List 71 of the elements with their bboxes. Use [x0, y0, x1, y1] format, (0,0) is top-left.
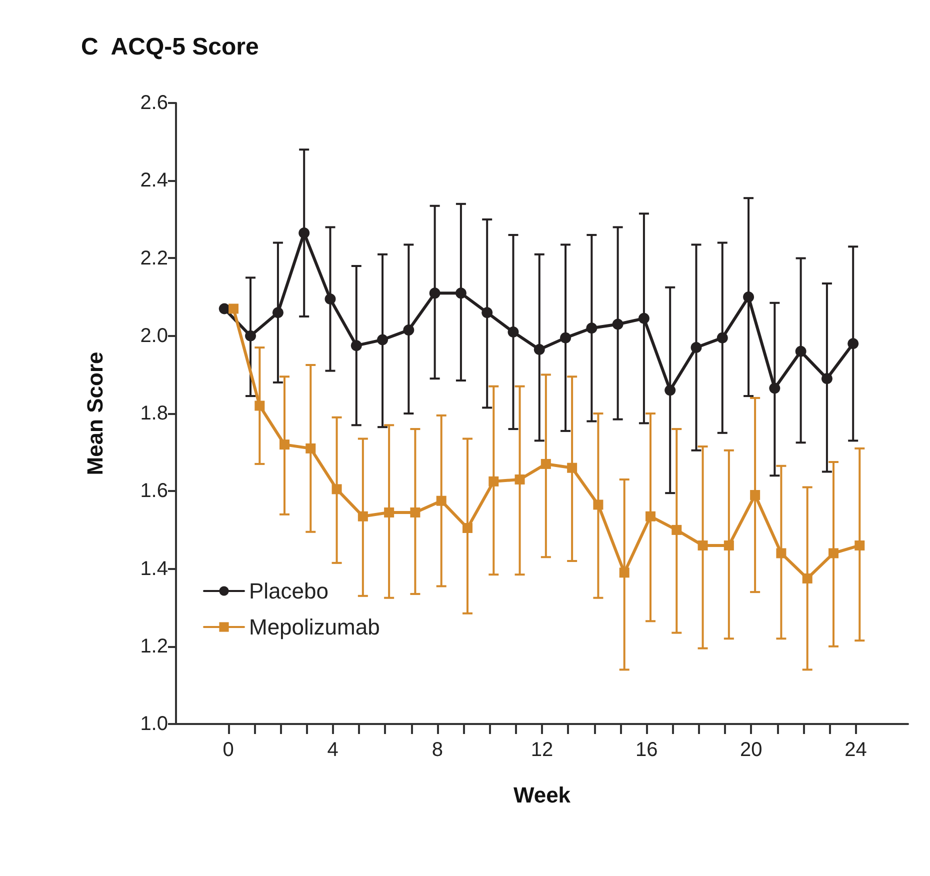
x-axis-title: Week: [513, 782, 572, 808]
point: [612, 318, 624, 330]
point: [672, 524, 682, 535]
x-tick-label: 24: [844, 739, 867, 761]
point: [324, 294, 336, 304]
point: [488, 476, 499, 486]
y-tick-label: 2.6: [140, 92, 168, 114]
chart-title: C ACQ-5 Score: [81, 34, 259, 60]
y-axis-title: Mean Score: [82, 352, 108, 476]
point: [567, 462, 578, 473]
point: [272, 307, 284, 318]
point: [462, 522, 472, 533]
point: [298, 228, 310, 239]
point: [716, 332, 728, 344]
legend-label: Placebo: [249, 578, 329, 604]
point: [508, 326, 519, 338]
y-tick-label: 2.4: [140, 170, 168, 192]
point: [848, 338, 859, 350]
point: [534, 344, 545, 355]
point: [698, 540, 708, 550]
y-tick-label: 2.2: [140, 247, 168, 270]
point: [560, 332, 572, 344]
point: [482, 307, 493, 318]
point: [743, 292, 754, 303]
x-tick-label: 16: [635, 739, 658, 761]
y-tick-label: 1.0: [140, 713, 168, 735]
point: [645, 511, 656, 522]
point: [254, 400, 265, 411]
y-tick-label: 1.8: [140, 402, 168, 424]
point: [724, 540, 734, 550]
point: [802, 573, 812, 584]
point: [429, 288, 440, 299]
point: [218, 303, 230, 314]
point: [358, 511, 368, 522]
y-tick-label: 1.4: [140, 558, 168, 580]
point: [377, 334, 388, 346]
point: [350, 340, 362, 352]
point: [228, 304, 239, 314]
point: [436, 496, 446, 506]
point: [586, 322, 598, 334]
x-tick-label: 20: [740, 739, 762, 761]
point: [410, 507, 420, 518]
point: [619, 568, 630, 578]
x-tick-label: 12: [530, 739, 554, 761]
x-tick-label: 8: [432, 739, 443, 761]
x-tick-label: 0: [222, 739, 234, 761]
point: [455, 288, 466, 299]
point: [332, 484, 342, 494]
point: [821, 373, 832, 384]
point: [750, 490, 760, 500]
point: [638, 312, 650, 324]
point: [514, 474, 525, 484]
point: [593, 500, 604, 510]
x-tick-label: 4: [327, 739, 338, 761]
point: [664, 384, 676, 396]
point: [776, 548, 786, 558]
y-tick-label: 1.2: [140, 635, 168, 658]
point: [384, 507, 394, 518]
point: [854, 540, 865, 550]
point: [279, 440, 290, 450]
point: [403, 324, 414, 336]
point: [795, 346, 806, 357]
y-tick-label: 1.6: [140, 480, 168, 502]
point: [306, 443, 316, 454]
point: [828, 548, 838, 558]
point: [690, 342, 702, 354]
point: [769, 382, 780, 394]
point: [245, 330, 256, 342]
y-tick-label: 2.0: [140, 324, 168, 347]
point: [540, 458, 551, 469]
legend-label: Mepolizumab: [249, 614, 380, 640]
